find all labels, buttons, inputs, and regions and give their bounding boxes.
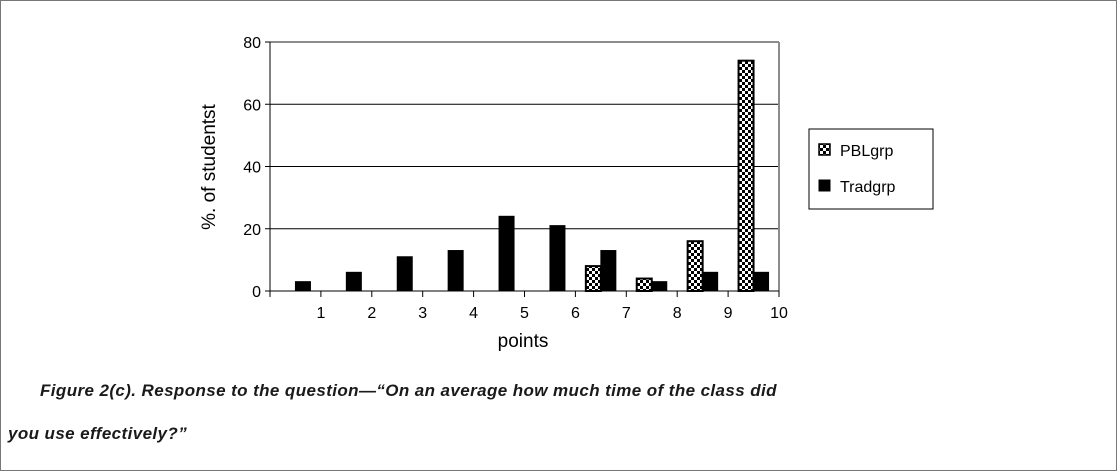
bar-tradgrp — [651, 281, 668, 292]
legend-swatch-tradgrp — [818, 179, 831, 192]
bar-tradgrp — [753, 271, 770, 292]
y-tick-label: 20 — [243, 222, 261, 239]
y-axis-title: %. of studentst — [199, 103, 220, 229]
y-tick-label: 40 — [243, 160, 261, 177]
bar-tradgrp — [345, 271, 362, 292]
y-tick-label: 80 — [243, 35, 261, 52]
x-tick-label: 9 — [724, 305, 733, 322]
legend-swatch-pblgrp — [818, 143, 831, 156]
plot-area — [270, 41, 780, 291]
bar-tradgrp — [447, 250, 464, 292]
x-tick-label: 7 — [622, 305, 631, 322]
legend: PBLgrp Tradgrp — [808, 128, 934, 210]
y-tick-label: 60 — [243, 97, 261, 114]
x-tick-label: 5 — [520, 305, 529, 322]
bar-chart: 0 20 40 60 80 1 2 3 4 5 6 7 8 9 10 %. of studentst poi… — [199, 35, 934, 352]
x-tick-label: 1 — [316, 305, 325, 322]
bar-pblgrp — [686, 240, 704, 292]
bar-tradgrp — [600, 250, 617, 292]
legend-label-tradgrp: Tradgrp — [840, 179, 896, 196]
bar-pblgrp — [635, 277, 653, 292]
x-tick-label: 3 — [418, 305, 427, 322]
bar-pblgrp — [584, 265, 602, 293]
figure-caption-line-1: Figure 2(c). Response to the question—“O… — [40, 381, 777, 400]
legend-box — [808, 128, 934, 210]
bar-tradgrp — [549, 225, 566, 292]
grid-lines — [270, 103, 779, 230]
x-tick-label: 6 — [571, 305, 580, 322]
legend-label-pblgrp: PBLgrp — [840, 143, 893, 160]
bar-tradgrp — [498, 215, 515, 292]
x-tick-label: 8 — [673, 305, 682, 322]
bars — [294, 59, 770, 293]
bar-tradgrp — [396, 256, 413, 292]
y-tick-label: 0 — [252, 284, 261, 301]
x-axis-title: points — [498, 331, 549, 352]
x-tick-label: 10 — [770, 305, 788, 322]
x-tick-label: 4 — [469, 305, 478, 322]
bar-tradgrp — [294, 281, 311, 292]
x-tick-label: 2 — [367, 305, 376, 322]
bar-pblgrp — [737, 59, 755, 292]
axes: 0 20 40 60 80 1 2 3 4 5 6 7 8 9 10 — [243, 35, 788, 322]
figure-caption-line-2: you use effectively?” — [8, 424, 188, 443]
bar-tradgrp — [702, 271, 719, 292]
